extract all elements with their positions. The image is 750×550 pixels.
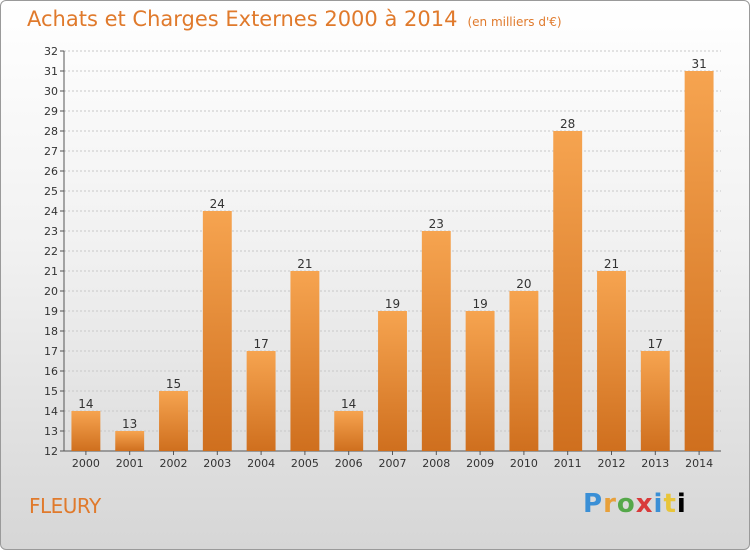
bar <box>553 131 583 451</box>
data-label: 21 <box>297 257 312 271</box>
data-label: 14 <box>78 397 93 411</box>
logo-letter: r <box>603 489 617 519</box>
y-tick-label: 14 <box>44 405 58 418</box>
logo-letter: i <box>676 489 687 519</box>
x-tick-label: 2008 <box>422 457 450 470</box>
y-tick-label: 29 <box>44 105 58 118</box>
x-tick-label: 2004 <box>247 457 275 470</box>
x-tick-label: 2000 <box>72 457 100 470</box>
bar <box>71 411 101 451</box>
data-label: 13 <box>122 417 137 431</box>
y-tick-label: 17 <box>44 345 58 358</box>
y-tick-label: 18 <box>44 325 58 338</box>
y-tick-label: 31 <box>44 65 58 78</box>
x-tick-label: 2014 <box>685 457 713 470</box>
bar <box>202 211 232 451</box>
bar <box>378 311 407 451</box>
logo-letter: P <box>583 489 604 519</box>
y-tick-label: 21 <box>44 265 58 278</box>
logo-letter: x <box>635 489 654 519</box>
y-tick-label: 30 <box>44 85 58 98</box>
bar <box>684 71 714 451</box>
chart-title: Achats et Charges Externes 2000 à 2014 (e… <box>27 7 562 31</box>
y-tick-label: 19 <box>44 305 58 318</box>
x-tick-label: 2003 <box>203 457 231 470</box>
y-tick-label: 28 <box>44 125 58 138</box>
logo-letter: o <box>616 489 636 519</box>
x-tick-label: 2011 <box>554 457 582 470</box>
y-tick-label: 25 <box>44 185 58 198</box>
y-tick-label: 13 <box>44 425 58 438</box>
bars <box>71 71 714 451</box>
bar <box>421 231 451 451</box>
y-tick-label: 23 <box>44 225 58 238</box>
data-labels: 14 13 15 24 17 21 14 19 23 19 20 28 21 17 31 <box>78 57 706 431</box>
x-tick-label: 2012 <box>598 457 626 470</box>
data-label: 23 <box>429 217 444 231</box>
bar <box>640 351 670 451</box>
data-label: 21 <box>604 257 619 271</box>
y-tick-label: 24 <box>44 205 58 218</box>
data-label: 19 <box>472 297 487 311</box>
y-tick-label: 12 <box>44 445 58 458</box>
x-tick-label: 2002 <box>160 457 188 470</box>
city-name: FLEURY <box>29 494 101 518</box>
y-tick-label: 15 <box>44 385 58 398</box>
bar <box>159 391 188 451</box>
x-tick-label: 2005 <box>291 457 319 470</box>
x-tick-label: 2001 <box>116 457 144 470</box>
data-label: 17 <box>253 337 268 351</box>
y-tick-label: 27 <box>44 145 58 158</box>
data-label: 15 <box>166 377 181 391</box>
y-tick-label: 22 <box>44 245 58 258</box>
bar <box>509 291 539 451</box>
x-tick-label: 2007 <box>379 457 407 470</box>
bar <box>115 431 145 451</box>
chart-title-text: Achats et Charges Externes 2000 à 2014 <box>27 7 458 31</box>
x-tick-label: 2006 <box>335 457 363 470</box>
data-label: 31 <box>691 57 706 71</box>
data-label: 24 <box>210 197 225 211</box>
y-tick-label: 32 <box>44 45 58 58</box>
data-label: 17 <box>648 337 663 351</box>
proxiti-logo: Proxiti <box>583 489 687 519</box>
y-tick-label: 16 <box>44 365 58 378</box>
bar <box>246 351 276 451</box>
y-tick-label: 20 <box>44 285 58 298</box>
x-tick-label: 2010 <box>510 457 538 470</box>
logo-letter: t <box>663 489 677 519</box>
bar <box>290 271 320 451</box>
bar <box>465 311 495 451</box>
chart-subtitle: (en milliers d'€) <box>467 15 562 29</box>
data-label: 28 <box>560 117 575 131</box>
bar <box>334 411 364 451</box>
axes: 12 13 14 15 16 17 18 19 20 21 22 23 24 25 26 27 28 29 30 31… <box>44 45 721 470</box>
data-label: 19 <box>385 297 400 311</box>
x-tick-label: 2009 <box>466 457 494 470</box>
data-label: 14 <box>341 397 356 411</box>
y-tick-label: 26 <box>44 165 58 178</box>
bar <box>597 271 626 451</box>
x-tick-label: 2013 <box>641 457 669 470</box>
data-label: 20 <box>516 277 531 291</box>
logo-letter: i <box>653 489 664 519</box>
